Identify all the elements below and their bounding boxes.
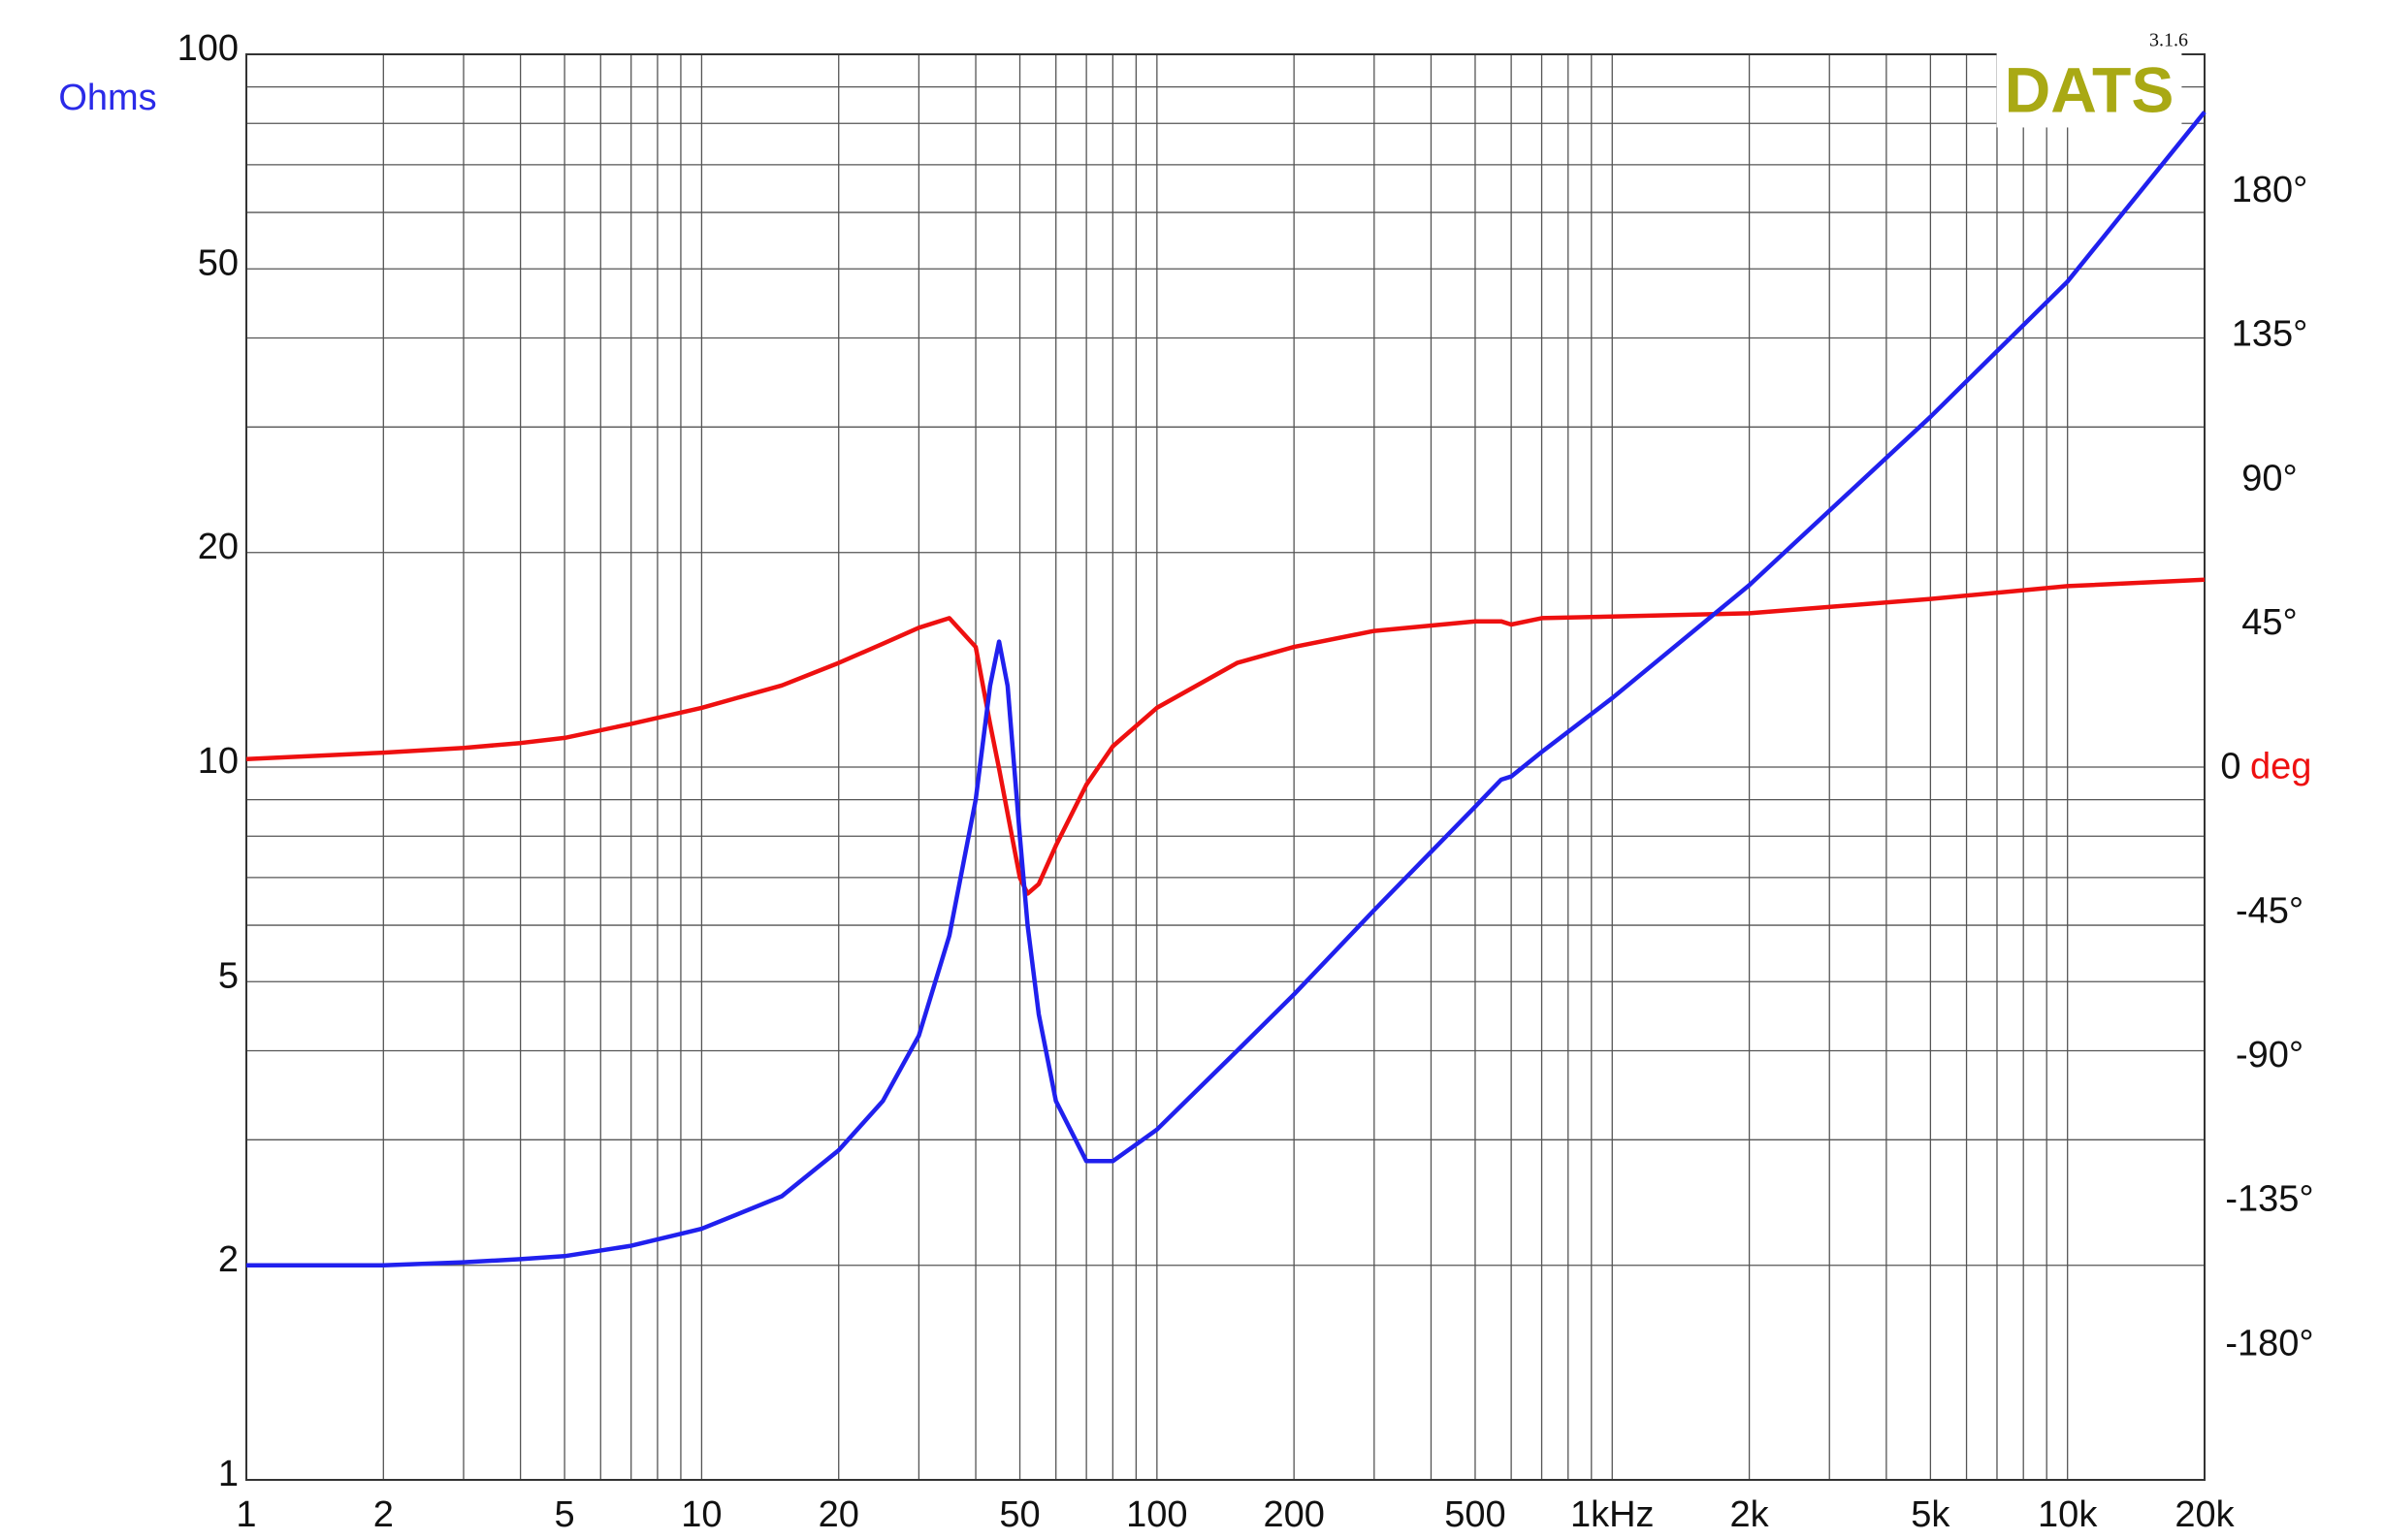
y-tick-label: 5 [218, 955, 239, 996]
x-tick-label: 1 [236, 1494, 256, 1535]
y2-tick-label: 0 [2220, 747, 2240, 787]
y-tick-label: 10 [198, 741, 239, 782]
y-tick-label: 1 [218, 1454, 239, 1494]
y-tick-label: 2 [218, 1239, 239, 1280]
x-tick-label: 2 [373, 1494, 394, 1535]
y2-tick-label: -90° [2236, 1035, 2303, 1075]
x-tick-label: 5k [1911, 1494, 1950, 1535]
x-tick-label: 10k [2038, 1494, 2098, 1535]
series-line [245, 577, 2206, 896]
y2-tick-label: -135° [2225, 1179, 2313, 1220]
logo: DATS [2005, 53, 2175, 125]
series-line [246, 111, 2207, 1267]
y2-tick-label: 90° [2241, 458, 2297, 498]
x-tick-label: 20k [2175, 1494, 2235, 1535]
plot-frame [245, 53, 2206, 1481]
y2-tick-label: -180° [2225, 1323, 2313, 1364]
y-tick-label: 20 [198, 527, 239, 567]
x-tick-label: 10 [681, 1494, 722, 1535]
y2-tick-label: -45° [2236, 890, 2303, 931]
logo-background [1996, 51, 2182, 128]
y2-axis-label: deg [2250, 747, 2311, 787]
x-tick-label: 20 [819, 1494, 859, 1535]
x-tick-label: 5 [555, 1494, 575, 1535]
y-tick-label: 50 [198, 242, 239, 283]
x-tick-label: 500 [1444, 1494, 1505, 1535]
x-tick-label: 50 [999, 1494, 1040, 1535]
y-axis-label: Ohms [58, 78, 156, 118]
x-tick-label: 200 [1263, 1494, 1324, 1535]
y2-tick-label: 45° [2241, 602, 2297, 643]
x-tick-label: 100 [1126, 1494, 1187, 1535]
version: 3.1.6 [2149, 30, 2188, 51]
x-tick-label: 2k [1730, 1494, 1770, 1535]
y2-tick-label: 180° [2232, 170, 2308, 210]
y2-tick-label: 135° [2232, 314, 2308, 355]
x-tick-label: 1kHz [1570, 1494, 1655, 1535]
y-tick-label: 100 [177, 28, 239, 69]
